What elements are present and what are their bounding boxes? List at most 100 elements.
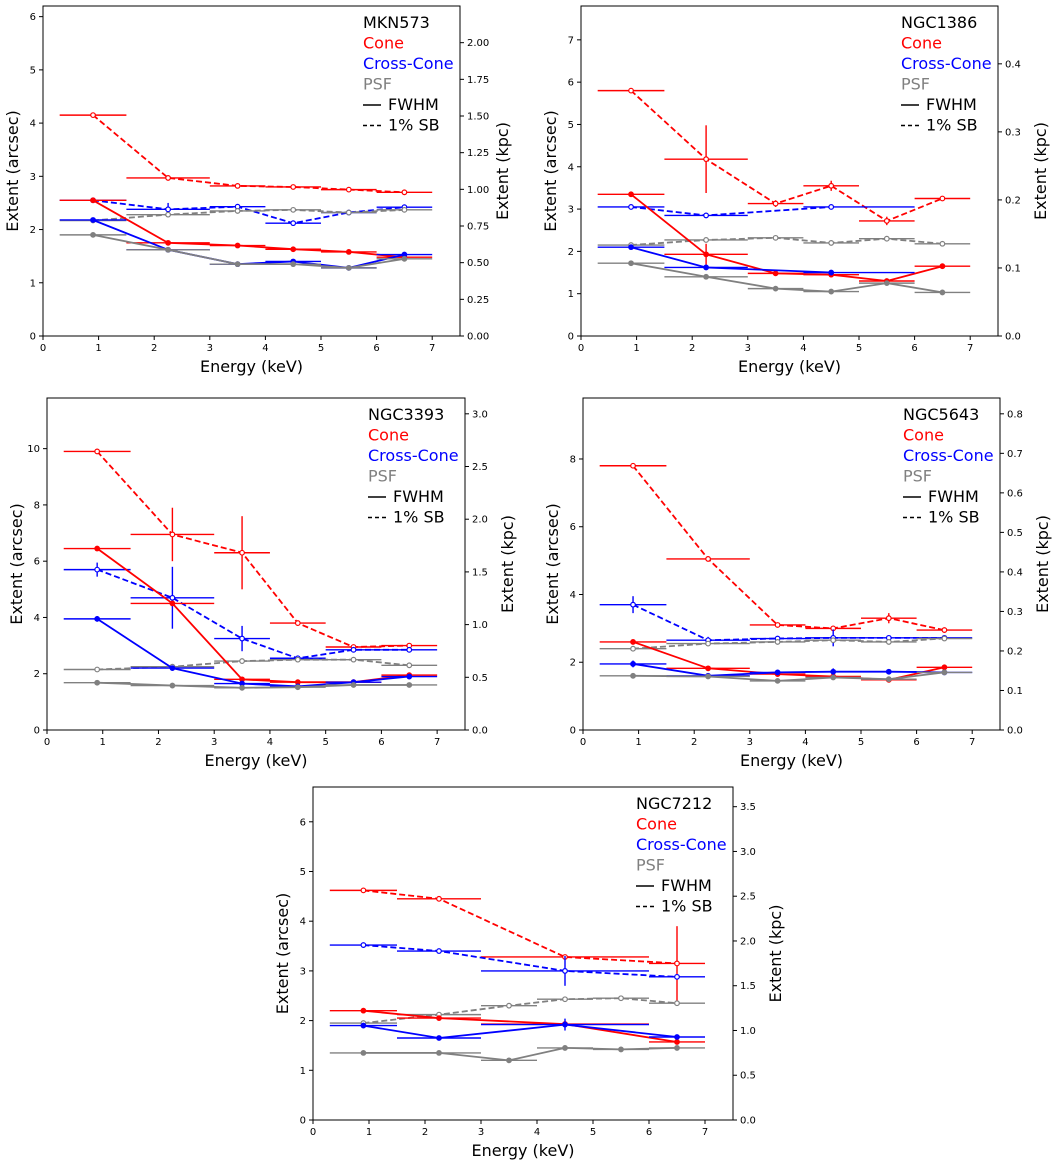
y-tick-label: 7 [568,35,574,46]
panel-ngc1386: 0 1 2 3 4 5 6 7 0 1 2 3 4 5 6 7 0.0 0.1 0.2 0.3 0.4 Energy (k… [541,5,1050,376]
legend-psf: PSF [901,75,930,94]
series-cone-fwhm [59,197,433,261]
x-tick-label: 7 [429,343,435,354]
x-tick-label: 2 [155,737,161,748]
y-tick-label: 4 [570,590,576,601]
data-point [350,646,357,653]
data-point [350,656,357,663]
data-point [674,973,680,980]
y2-tick-label: 0.0 [740,1116,756,1127]
plot-frame [46,397,466,731]
data-point [290,206,297,213]
y2-tick-label: 1.75 [467,75,489,86]
data-point [885,615,892,622]
data-point [939,240,946,247]
data-point [90,112,96,119]
y-tick-label: 6 [570,522,576,533]
x-tick-label: 6 [913,737,919,748]
y2-tick-label: 0.5 [472,673,488,684]
panel-mkn573: 0 1 2 3 4 5 6 7 0 1 2 3 4 5 6 0.00 0.25 0.50 0.75 1.00 1.25 1… [3,5,512,376]
y2-tick-label: 0.8 [1007,409,1023,420]
series-cone-1-sb [63,448,438,650]
x-tick-label: 3 [745,343,751,354]
legend-cone: Cone [368,426,409,445]
y2-tick-label: 2.5 [740,892,756,903]
series-line [363,889,678,965]
y-tick-label: 1 [568,289,574,300]
series-line [630,262,943,294]
y-axis-label: Extent (arcsec) [543,503,562,624]
data-point [830,668,837,675]
x-tick-label: 7 [967,343,973,354]
series-psf-fwhm [59,231,433,271]
data-point [90,217,96,223]
plot-frame [580,5,999,337]
x-tick-label: 1 [635,737,641,748]
legend-cone: Cone [901,34,942,53]
x-tick-label: 7 [434,737,440,748]
data-point [941,627,948,633]
y2-tick-label: 0.6 [1007,488,1023,499]
x-tick-label: 0 [580,737,586,748]
series-psf-1-sb [63,656,438,673]
data-point [360,1022,367,1029]
data-point [830,674,837,681]
x-tick-label: 4 [262,343,268,354]
data-point [885,639,892,645]
data-point [290,184,297,190]
data-point [828,288,835,295]
data-point [436,1050,442,1056]
series-cross-cone-1-sb [63,562,438,662]
y2-tick-label: 3.0 [740,847,756,858]
data-point [94,666,101,673]
legend-title: MKN573 [363,13,430,32]
data-point [294,620,301,626]
data-point [703,273,709,280]
series-psf-fwhm [599,669,973,684]
x-tick-label: 1 [366,1127,372,1138]
y2-tick-label: 0.5 [740,1071,756,1082]
data-point [828,204,835,210]
data-point [774,622,781,628]
y-tick-label: 6 [30,12,36,23]
data-point [234,261,241,268]
y-tick-label: 2 [570,658,576,669]
data-point [406,673,413,680]
y-tick-label: 3 [568,205,574,216]
x-tick-label: 6 [373,343,379,354]
legend-cone: Cone [903,426,944,445]
y-tick-label: 8 [570,454,576,465]
data-point [774,669,781,676]
y-tick-label: 6 [34,557,40,568]
data-point [630,639,636,645]
data-point [290,220,297,227]
series-psf-fwhm [597,260,971,296]
series-line [363,997,678,1024]
data-point [169,594,176,601]
series-cone-1-sb [59,112,433,196]
data-point [239,658,245,664]
data-point [630,645,636,652]
legend-sb: 1% SB [926,116,978,135]
legend-sb: 1% SB [388,116,440,135]
legend-psf: PSF [368,467,397,486]
y2-tick-label: 0.75 [467,222,489,233]
x-tick-label: 0 [578,343,584,354]
series-psf-fwhm [329,1045,705,1064]
series-line [363,1023,678,1039]
data-point [436,1035,442,1041]
data-point [630,661,636,667]
y2-tick-label: 0.2 [1007,646,1023,657]
legend-cross-cone: Cross-Cone [903,446,994,465]
legend-fwhm: FWHM [388,95,439,114]
series-cone-fwhm [329,1007,705,1045]
data-point [828,240,835,246]
data-point [169,682,176,689]
series-line [92,199,405,225]
x-tick-label: 3 [747,737,753,748]
y-tick-label: 4 [568,162,574,173]
